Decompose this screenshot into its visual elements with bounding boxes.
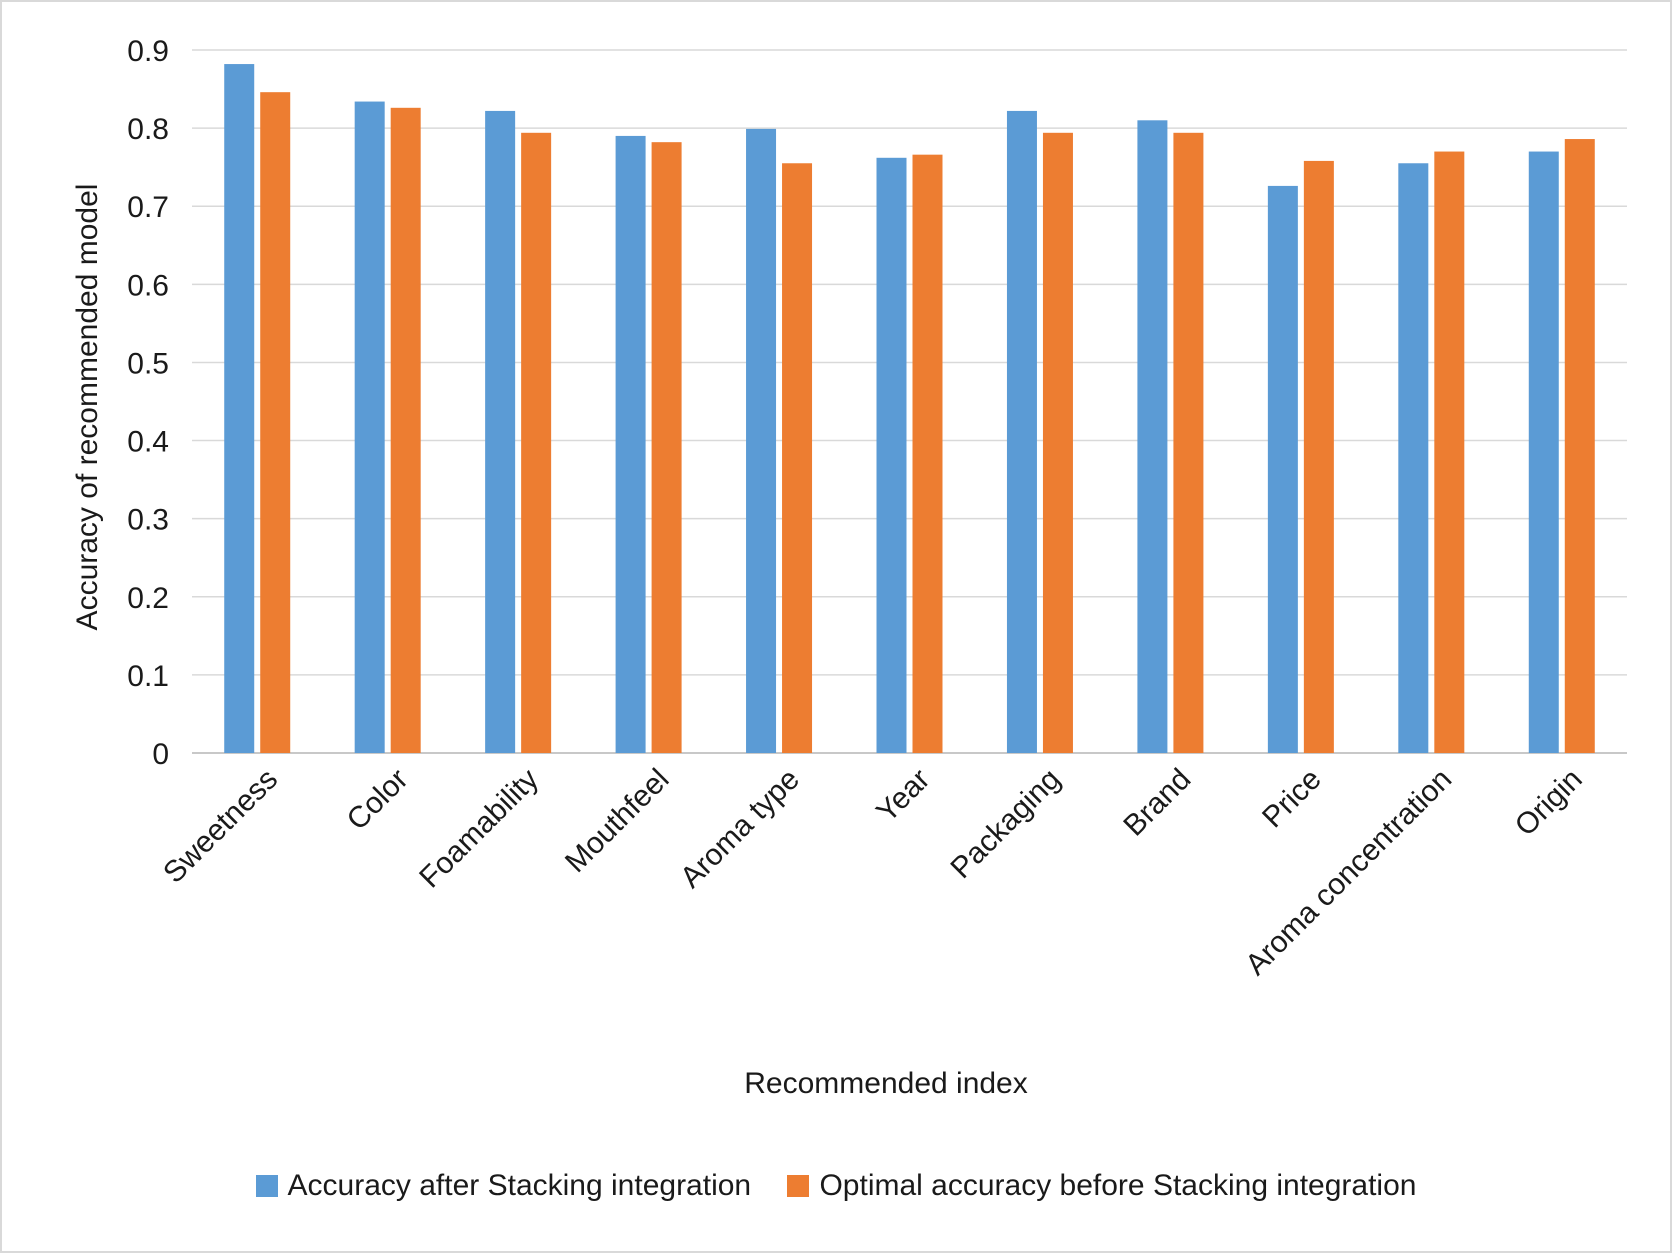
y-tick-label: 0.2 bbox=[127, 582, 169, 615]
bar-series-2 bbox=[1564, 139, 1595, 754]
y-tick-label: 0.5 bbox=[127, 347, 169, 380]
x-tick-label: Year bbox=[870, 763, 936, 829]
bar-series-1 bbox=[615, 135, 646, 753]
legend-item-series-2: Optimal accuracy before Stacking integra… bbox=[787, 1169, 1416, 1203]
legend-label-series-2: Optimal accuracy before Stacking integra… bbox=[819, 1169, 1417, 1203]
bar-series-2 bbox=[1303, 160, 1334, 753]
bar-series-2 bbox=[390, 107, 421, 753]
bar-series-2 bbox=[521, 132, 552, 753]
x-tick-label: Sweetness bbox=[157, 763, 284, 890]
bar-series-1 bbox=[876, 157, 907, 753]
legend-item-series-1: Accuracy after Stacking integration bbox=[255, 1169, 752, 1203]
legend-swatch-orange bbox=[787, 1175, 810, 1198]
x-tick-label: Aroma type bbox=[674, 763, 806, 895]
bar-series-2 bbox=[1434, 151, 1465, 754]
legend-label-series-1: Accuracy after Stacking integration bbox=[287, 1169, 752, 1203]
x-tick-label: Color bbox=[341, 763, 415, 837]
x-tick-label: Brand bbox=[1117, 763, 1197, 843]
legend-swatch-blue bbox=[255, 1175, 278, 1198]
bar-series-2 bbox=[1042, 132, 1073, 753]
x-tick-label: Packaging bbox=[944, 763, 1066, 885]
y-tick-label: 0.6 bbox=[127, 269, 169, 302]
y-tick-label: 0.4 bbox=[127, 426, 169, 459]
bar-series-1 bbox=[1137, 120, 1168, 754]
bars bbox=[224, 64, 1595, 754]
bar-series-1 bbox=[746, 128, 777, 753]
bar-series-1 bbox=[354, 101, 385, 753]
bar-series-1 bbox=[1006, 110, 1037, 754]
bar-series-2 bbox=[651, 142, 682, 753]
y-tick-label: 0.8 bbox=[127, 113, 169, 146]
bar-series-1 bbox=[1528, 151, 1559, 754]
y-tick-label: 0.9 bbox=[127, 35, 169, 68]
bar-series-2 bbox=[912, 154, 943, 753]
y-tick-label: 0 bbox=[152, 738, 169, 771]
x-tick-label: Price bbox=[1256, 763, 1328, 835]
bar-series-1 bbox=[1398, 163, 1429, 753]
bar-series-1 bbox=[485, 110, 516, 754]
bar-series-2 bbox=[260, 92, 291, 754]
bar-series-2 bbox=[1173, 132, 1204, 753]
legend: Accuracy after Stacking integration Opti… bbox=[0, 1168, 1672, 1203]
gridlines bbox=[192, 49, 1627, 754]
y-tick-label: 0.7 bbox=[127, 191, 169, 224]
x-axis-title: Recommended index bbox=[744, 1067, 1028, 1100]
bar-series-1 bbox=[1267, 185, 1298, 753]
x-tick-label: Foamability bbox=[413, 763, 545, 895]
bar-series-1 bbox=[224, 64, 255, 753]
bar-series-2 bbox=[782, 163, 813, 753]
y-tick-label: 0.3 bbox=[127, 504, 169, 537]
x-tick-label: Mouthfeel bbox=[559, 763, 675, 879]
y-tick-labels: 0 0.1 0.2 0.3 0.4 0.5 0.6 0.7 0.8 0.9 bbox=[127, 35, 169, 771]
y-axis-title: Accuracy of recommended model bbox=[71, 184, 104, 631]
y-tick-label: 0.1 bbox=[127, 660, 169, 693]
x-tick-label: Origin bbox=[1509, 763, 1589, 843]
